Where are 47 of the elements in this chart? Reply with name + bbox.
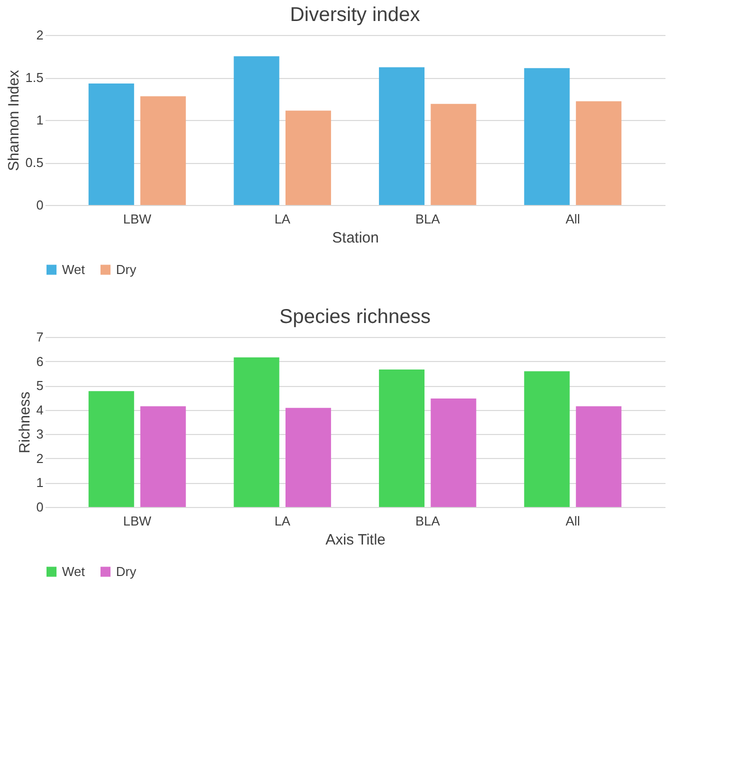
legend-label: Dry [116,564,137,579]
x-tick-label: LA [274,212,291,226]
y-tick-label: 5 [36,378,44,394]
y-tick-label: 0.5 [25,155,44,170]
bar [286,408,332,507]
legend-label: Dry [116,262,137,277]
bar [88,83,134,205]
y-tick-label: 1 [36,475,44,490]
x-tick-label: All [566,514,580,528]
y-tick-label: 2 [36,450,44,466]
bar [378,67,424,205]
y-tick-label: 1 [36,112,44,128]
x-tick-label: LBW [123,514,152,528]
bar [576,406,622,507]
bar [576,101,622,205]
y-tick-label: 0 [36,198,44,212]
x-tick-label: BLA [415,514,440,528]
legend-label: Wet [62,262,86,277]
bar [524,371,570,507]
y-tick-label: 4 [36,402,44,418]
legend-label: Wet [62,564,86,579]
bar [378,370,424,507]
bar [430,398,476,507]
bar [286,110,332,205]
x-tick-label: BLA [415,212,440,226]
x-tick-label: All [566,212,580,226]
x-tick-label: LBW [123,212,152,226]
x-axis-title: Axis Title [325,532,386,548]
bar [140,406,186,507]
y-axis-title: Richness [16,392,34,454]
y-tick-label: 2 [36,28,44,42]
bar [88,391,134,507]
y-tick-label: 7 [36,330,44,344]
y-axis-title: Shannon Index [5,70,22,171]
y-tick-label: 6 [36,354,44,369]
chart-title: Diversity index [290,4,420,26]
x-axis-title: Station [332,230,379,246]
bar [234,357,280,507]
y-tick-label: 3 [36,426,44,442]
y-tick-label: 0 [36,500,44,514]
x-tick-label: LA [274,514,291,528]
bar [140,96,186,205]
bar [524,68,570,205]
bar [234,56,280,205]
y-tick-label: 1.5 [25,70,44,85]
bar [430,104,476,205]
chart-title: Species richness [279,306,431,328]
